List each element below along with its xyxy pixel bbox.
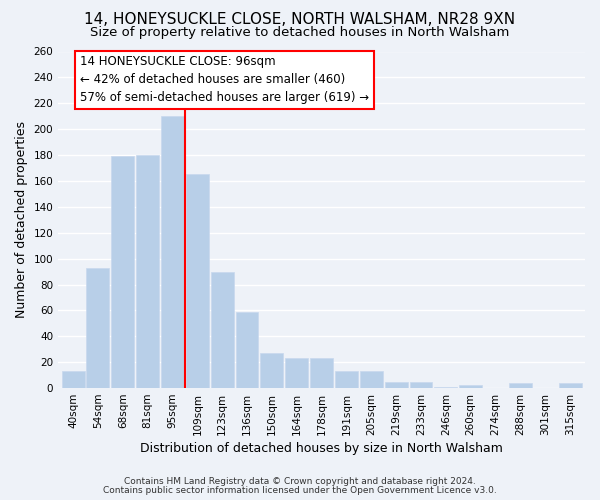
Text: Size of property relative to detached houses in North Walsham: Size of property relative to detached ho…	[91, 26, 509, 39]
Bar	[559, 383, 581, 388]
Bar	[86, 268, 109, 388]
Text: Contains HM Land Registry data © Crown copyright and database right 2024.: Contains HM Land Registry data © Crown c…	[124, 477, 476, 486]
Bar	[186, 174, 209, 388]
Bar	[211, 272, 233, 388]
Bar	[161, 116, 184, 388]
Bar	[310, 358, 333, 388]
Bar	[385, 382, 407, 388]
Bar	[410, 382, 433, 388]
Y-axis label: Number of detached properties: Number of detached properties	[15, 122, 28, 318]
Bar	[335, 371, 358, 388]
Bar	[112, 156, 134, 388]
Bar	[62, 371, 85, 388]
Bar	[286, 358, 308, 388]
Bar	[509, 383, 532, 388]
Bar	[236, 312, 259, 388]
Bar	[360, 371, 383, 388]
X-axis label: Distribution of detached houses by size in North Walsham: Distribution of detached houses by size …	[140, 442, 503, 455]
Bar	[136, 155, 159, 388]
Text: 14 HONEYSUCKLE CLOSE: 96sqm
← 42% of detached houses are smaller (460)
57% of se: 14 HONEYSUCKLE CLOSE: 96sqm ← 42% of det…	[80, 56, 369, 104]
Bar	[434, 387, 457, 388]
Bar	[260, 353, 283, 388]
Text: Contains public sector information licensed under the Open Government Licence v3: Contains public sector information licen…	[103, 486, 497, 495]
Text: 14, HONEYSUCKLE CLOSE, NORTH WALSHAM, NR28 9XN: 14, HONEYSUCKLE CLOSE, NORTH WALSHAM, NR…	[85, 12, 515, 28]
Bar	[459, 386, 482, 388]
